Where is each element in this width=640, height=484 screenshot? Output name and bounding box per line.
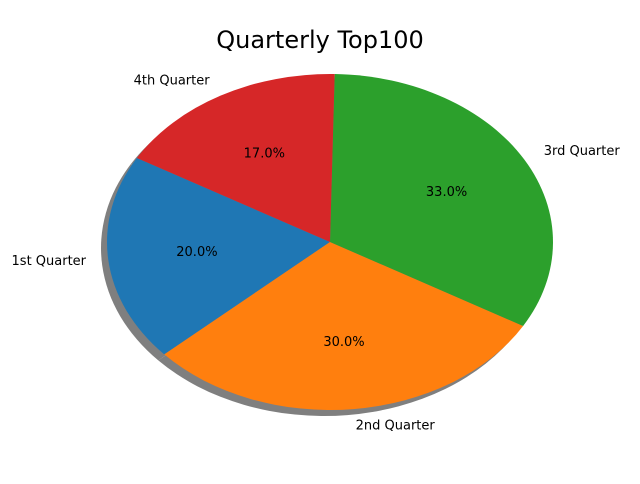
pct-label-2: 30.0% [323, 335, 364, 350]
pct-label-1: 20.0% [176, 245, 217, 260]
slice-label-4: 4th Quarter [134, 74, 211, 89]
pct-label-4: 17.0% [244, 147, 285, 162]
slice-label-3: 3rd Quarter [544, 144, 621, 159]
slice-label-1: 1st Quarter [12, 254, 87, 269]
pie-label-layer: 20.0% 1st Quarter 30.0% 2nd Quarter 33.0% 3rd… [12, 74, 621, 434]
pie-slice-1st-quarter [107, 158, 330, 355]
chart-title: Quarterly Top100 [216, 26, 424, 54]
pie-slice-4th-quarter [136, 74, 335, 242]
pie-slice-layer [107, 74, 553, 410]
pie-slice-2nd-quarter [164, 242, 524, 410]
pie-slice-3rd-quarter [330, 74, 553, 326]
pct-label-3: 33.0% [426, 185, 467, 200]
slice-label-2: 2nd Quarter [356, 418, 436, 433]
